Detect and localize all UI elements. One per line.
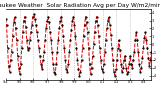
- Title: Milwaukee Weather  Solar Radiation Avg per Day W/m2/minute: Milwaukee Weather Solar Radiation Avg pe…: [0, 3, 160, 8]
